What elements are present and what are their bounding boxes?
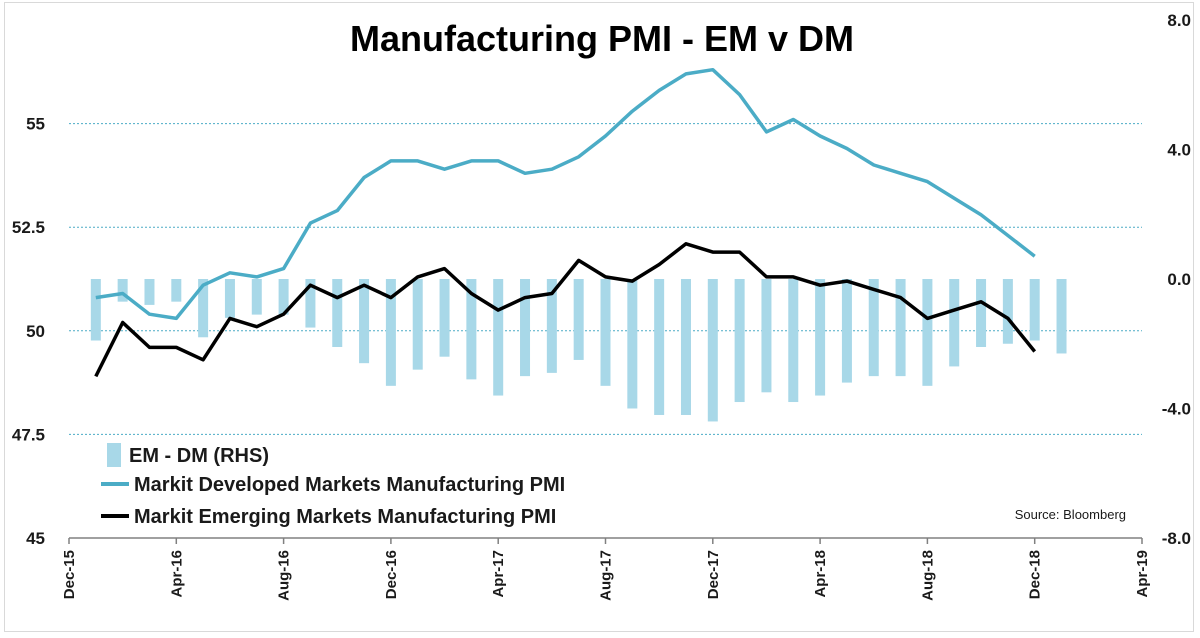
x-tick-label: Aug-17 (598, 550, 615, 601)
axes: Dec-15 Apr-16 Aug-16 Dec-16 Apr-17 Aug-17 Dec-… (12, 11, 1191, 601)
em-dm-bar (815, 279, 826, 396)
em-dm-bar (895, 279, 906, 377)
y-right-tick-label: 4.0 (1167, 141, 1191, 160)
em-dm-bars (90, 279, 1067, 422)
em-dm-bar (788, 279, 799, 403)
em-dm-bar (117, 279, 128, 302)
y-left-tick-label: 52.5 (12, 218, 45, 237)
x-tick-label: Dec-16 (383, 550, 400, 599)
x-tick-label: Dec-17 (705, 550, 722, 599)
em-dm-bar (385, 279, 396, 386)
chart-frame: Manufacturing PMI - EM v DM Dec-15 Apr-16… (4, 2, 1194, 632)
em-dm-bar (573, 279, 584, 360)
y-right-tick-label: 0.0 (1167, 270, 1191, 289)
y-right-tick-label: -8.0 (1162, 529, 1191, 548)
x-tick-label: Apr-18 (812, 550, 829, 598)
em-dm-bar (466, 279, 477, 380)
y-right-tick-label: 8.0 (1167, 11, 1191, 30)
em-dm-bar (332, 279, 343, 347)
y-left-tick-label: 55 (26, 115, 45, 134)
legend-swatch-em-dm (107, 443, 121, 467)
em-dm-bar (1029, 279, 1040, 341)
em-dm-bar (251, 279, 262, 315)
dm-pmi-line (95, 67, 1036, 321)
em-dm-bar (493, 279, 504, 396)
em-dm-bar (600, 279, 611, 386)
em-dm-bar (976, 279, 987, 347)
em-dm-bar (224, 279, 235, 318)
y-left-tick-label: 47.5 (12, 425, 45, 444)
legend-label-em: Markit Emerging Markets Manufacturing PM… (134, 506, 556, 528)
legend-label-em-dm: EM - DM (RHS) (129, 445, 269, 467)
em-dm-bar (359, 279, 370, 364)
pmi-chart: Manufacturing PMI - EM v DM Dec-15 Apr-16… (12, 11, 1191, 601)
x-tick-label: Aug-18 (919, 550, 936, 601)
em-pmi-line (94, 242, 1037, 378)
em-dm-bar (761, 279, 772, 393)
em-dm-bar (868, 279, 879, 377)
em-dm-bar (305, 279, 316, 328)
y-right-tick-label: -4.0 (1162, 400, 1191, 419)
em-dm-bar (841, 279, 852, 383)
em-dm-bar (627, 279, 638, 409)
em-dm-bar (707, 279, 718, 422)
em-dm-bar (546, 279, 557, 373)
em-dm-bar (1002, 279, 1013, 344)
em-dm-bar (949, 279, 960, 367)
x-tick-label: Dec-15 (61, 550, 78, 599)
pmi-lines (94, 67, 1037, 378)
legend: EM - DM (RHS) Markit Developed Markets M… (101, 443, 565, 528)
source-note: Source: Bloomberg (1015, 507, 1126, 522)
x-tick-label: Apr-19 (1134, 550, 1151, 598)
em-dm-bar (520, 279, 531, 377)
em-dm-bar (198, 279, 209, 338)
y-left-tick-label: 45 (26, 529, 45, 548)
x-tick-label: Apr-17 (490, 550, 507, 598)
x-tick-label: Apr-16 (168, 550, 185, 598)
em-dm-bar (680, 279, 691, 415)
em-dm-bar (734, 279, 745, 403)
chart-title: Manufacturing PMI - EM v DM (350, 18, 854, 59)
em-dm-bar (144, 279, 155, 305)
em-dm-bar (171, 279, 182, 302)
em-dm-bar (1056, 279, 1067, 354)
legend-label-dm: Markit Developed Markets Manufacturing P… (134, 474, 565, 496)
em-dm-bar (412, 279, 423, 370)
x-tick-label: Aug-16 (276, 550, 293, 601)
em-dm-bar (90, 279, 101, 341)
em-dm-bar (922, 279, 933, 386)
em-dm-bar (439, 279, 450, 357)
em-dm-bar (654, 279, 665, 415)
y-left-tick-label: 50 (26, 322, 45, 341)
x-tick-label: Dec-18 (1027, 550, 1044, 599)
em-dm-bar (278, 279, 289, 315)
